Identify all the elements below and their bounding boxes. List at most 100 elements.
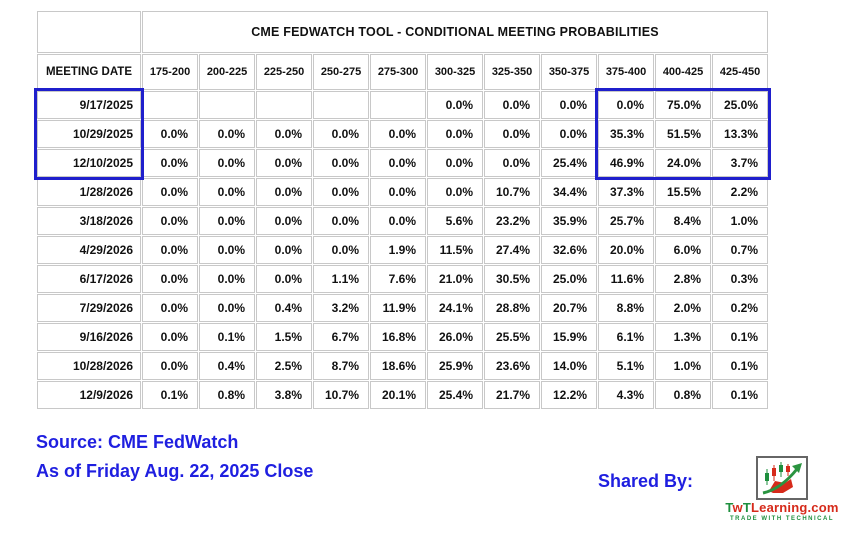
prob-cell: 75.0% xyxy=(655,91,711,119)
prob-cell: 20.0% xyxy=(598,236,654,264)
prob-cell: 23.2% xyxy=(484,207,540,235)
meeting-date-cell: 12/9/2026 xyxy=(37,381,141,409)
prob-cell: 1.1% xyxy=(313,265,369,293)
prob-cell: 0.0% xyxy=(370,178,426,206)
prob-cell: 3.8% xyxy=(256,381,312,409)
rate-bin-header: 200-225 xyxy=(199,54,255,90)
prob-cell: 35.3% xyxy=(598,120,654,148)
prob-cell: 27.4% xyxy=(484,236,540,264)
prob-cell: 35.9% xyxy=(541,207,597,235)
brand-letter-w: w xyxy=(732,500,743,515)
prob-cell xyxy=(199,91,255,119)
prob-cell xyxy=(142,91,198,119)
prob-cell: 1.9% xyxy=(370,236,426,264)
table-row: 1/28/2026 0.0% 0.0% 0.0% 0.0% 0.0% 0.0% 10.7% 34… xyxy=(37,178,768,206)
prob-cell: 0.4% xyxy=(199,352,255,380)
prob-cell: 0.0% xyxy=(256,178,312,206)
prob-cell: 0.1% xyxy=(712,381,768,409)
prob-cell xyxy=(370,91,426,119)
prob-cell: 6.7% xyxy=(313,323,369,351)
prob-cell: 3.7% xyxy=(712,149,768,177)
prob-cell: 24.1% xyxy=(427,294,483,322)
prob-cell: 0.0% xyxy=(370,207,426,235)
prob-cell: 25.4% xyxy=(427,381,483,409)
meeting-date-cell: 9/17/2025 xyxy=(37,91,141,119)
table-row: 9/17/2025 0.0% 0.0% 0.0% 0.0% 75.0% 25.0% xyxy=(37,91,768,119)
prob-cell: 25.0% xyxy=(712,91,768,119)
prob-cell: 0.8% xyxy=(199,381,255,409)
prob-cell: 1.3% xyxy=(655,323,711,351)
fedwatch-table-container: CME FEDWATCH TOOL - CONDITIONAL MEETING … xyxy=(34,10,771,410)
prob-cell: 0.0% xyxy=(370,120,426,148)
shared-by-label: Shared By: xyxy=(598,471,694,491)
prob-cell: 16.8% xyxy=(370,323,426,351)
prob-cell: 0.0% xyxy=(370,149,426,177)
prob-cell: 6.1% xyxy=(598,323,654,351)
rate-bin-header: 350-375 xyxy=(541,54,597,90)
prob-cell: 25.5% xyxy=(484,323,540,351)
prob-cell: 1.0% xyxy=(712,207,768,235)
prob-cell: 14.0% xyxy=(541,352,597,380)
prob-cell: 0.0% xyxy=(427,149,483,177)
prob-cell: 1.0% xyxy=(655,352,711,380)
prob-cell: 2.2% xyxy=(712,178,768,206)
prob-cell: 0.3% xyxy=(712,265,768,293)
table-row: 4/29/2026 0.0% 0.0% 0.0% 0.0% 1.9% 11.5% 27.4% 3… xyxy=(37,236,768,264)
prob-cell: 0.4% xyxy=(256,294,312,322)
brand-letter-t2: T xyxy=(742,500,751,515)
meeting-date-cell: 1/28/2026 xyxy=(37,178,141,206)
prob-cell: 10.7% xyxy=(313,381,369,409)
prob-cell: 11.5% xyxy=(427,236,483,264)
prob-cell: 32.6% xyxy=(541,236,597,264)
prob-cell: 25.4% xyxy=(541,149,597,177)
table-row: 6/17/2026 0.0% 0.0% 0.0% 1.1% 7.6% 21.0% 30.5% 2… xyxy=(37,265,768,293)
twtlearning-logo: TwTLearning.com TRADE WITH TECHNICAL xyxy=(712,456,852,523)
as-of-text: As of Friday Aug. 22, 2025 Close xyxy=(36,461,314,481)
prob-cell: 0.1% xyxy=(142,381,198,409)
prob-cell: 1.5% xyxy=(256,323,312,351)
prob-cell: 7.6% xyxy=(370,265,426,293)
prob-cell: 0.7% xyxy=(712,236,768,264)
prob-cell: 20.1% xyxy=(370,381,426,409)
prob-cell: 0.0% xyxy=(256,265,312,293)
prob-cell: 24.0% xyxy=(655,149,711,177)
prob-cell: 25.9% xyxy=(427,352,483,380)
meeting-date-cell: 10/28/2026 xyxy=(37,352,141,380)
prob-cell: 8.8% xyxy=(598,294,654,322)
prob-cell: 0.0% xyxy=(142,178,198,206)
rate-bin-header: 225-250 xyxy=(256,54,312,90)
prob-cell: 0.0% xyxy=(199,207,255,235)
prob-cell: 20.7% xyxy=(541,294,597,322)
prob-cell: 15.5% xyxy=(655,178,711,206)
meeting-date-cell: 12/10/2025 xyxy=(37,149,141,177)
prob-cell: 25.7% xyxy=(598,207,654,235)
prob-cell: 0.0% xyxy=(142,207,198,235)
meeting-date-cell: 10/29/2025 xyxy=(37,120,141,148)
prob-cell: 34.4% xyxy=(541,178,597,206)
rate-bin-header: 400-425 xyxy=(655,54,711,90)
prob-cell: 10.7% xyxy=(484,178,540,206)
rate-bin-header: 250-275 xyxy=(313,54,369,90)
prob-cell: 30.5% xyxy=(484,265,540,293)
brand-tagline: TRADE WITH TECHNICAL xyxy=(730,516,834,522)
prob-cell: 0.0% xyxy=(484,120,540,148)
prob-cell: 0.1% xyxy=(199,323,255,351)
prob-cell: 11.6% xyxy=(598,265,654,293)
table-row: 12/10/2025 0.0% 0.0% 0.0% 0.0% 0.0% 0.0% 0.0% 25… xyxy=(37,149,768,177)
rate-bin-header: 300-325 xyxy=(427,54,483,90)
brand-rest: Learning.com xyxy=(751,500,839,515)
prob-cell: 0.0% xyxy=(256,236,312,264)
prob-cell: 23.6% xyxy=(484,352,540,380)
prob-cell: 5.6% xyxy=(427,207,483,235)
prob-cell: 2.5% xyxy=(256,352,312,380)
prob-cell: 18.6% xyxy=(370,352,426,380)
prob-cell: 5.1% xyxy=(598,352,654,380)
prob-cell: 26.0% xyxy=(427,323,483,351)
table-row: 9/16/2026 0.0% 0.1% 1.5% 6.7% 16.8% 26.0% 25.5%… xyxy=(37,323,768,351)
prob-cell: 0.8% xyxy=(655,381,711,409)
prob-cell: 0.0% xyxy=(313,178,369,206)
prob-cell: 0.1% xyxy=(712,352,768,380)
prob-cell: 0.0% xyxy=(142,120,198,148)
prob-cell: 0.0% xyxy=(142,294,198,322)
prob-cell: 0.0% xyxy=(199,236,255,264)
